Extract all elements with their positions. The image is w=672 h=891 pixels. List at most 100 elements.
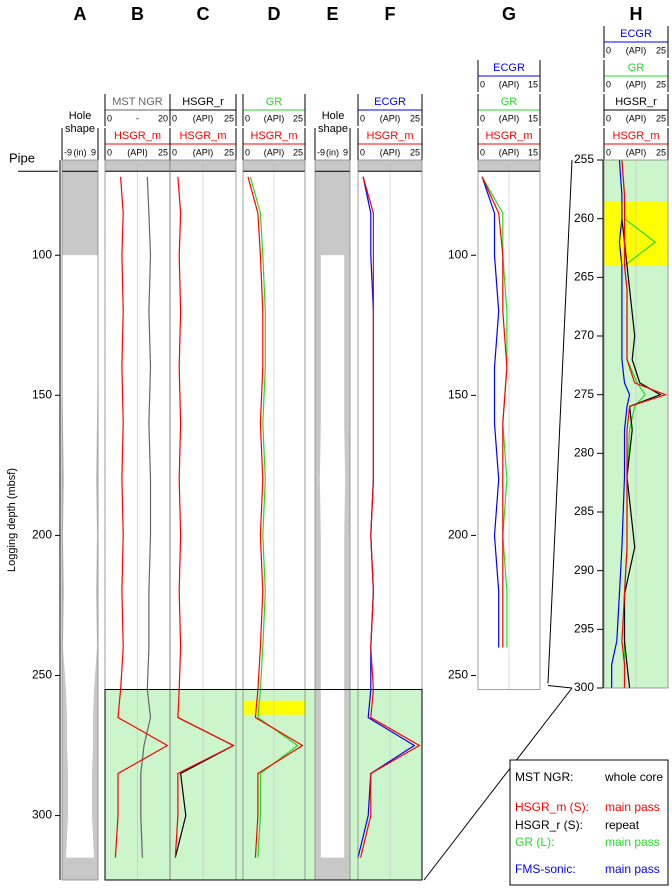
scale-unit: (API) <box>626 113 647 123</box>
zoom-line <box>423 687 573 881</box>
scale-unit: (API) <box>127 147 148 157</box>
scale-unit: (API) <box>499 113 520 123</box>
log-curve <box>249 176 299 858</box>
h-tick-label: 285 <box>574 504 594 518</box>
scale-min: 0 <box>245 113 250 123</box>
curve-name: ECGR <box>620 28 652 40</box>
h-tick-label: 255 <box>574 152 594 166</box>
legend-label: GR (L): <box>515 835 554 849</box>
curve-name: GR <box>266 96 283 108</box>
log-curve <box>481 176 508 648</box>
legend-text: main pass <box>605 800 660 814</box>
scale-max: 25 <box>410 147 420 157</box>
legend-box <box>509 759 669 886</box>
hole-shape <box>319 255 346 858</box>
legend-label: HSGR_m (S): <box>515 800 589 814</box>
h-tick-label: 265 <box>574 270 594 284</box>
scale-min: 0 <box>606 45 611 55</box>
log-curve <box>174 176 235 858</box>
log-curve <box>611 159 631 688</box>
y-tick-label: 200 <box>448 528 468 542</box>
track-letter: G <box>502 4 516 24</box>
scale-unit: (in) <box>326 147 339 157</box>
scale-unit: - <box>136 113 139 123</box>
scale-max: 25 <box>224 113 234 123</box>
legend-text: main pass <box>605 835 660 849</box>
scale-unit: (API) <box>499 79 520 89</box>
y-tick-label: 150 <box>32 388 52 402</box>
curve-name: ECGR <box>493 62 525 74</box>
h-tick-label: 295 <box>574 622 594 636</box>
y-axis-label: Logging depth (mbsf) <box>6 468 18 572</box>
scale-min: 0 <box>360 147 365 157</box>
hole-shape <box>62 255 98 858</box>
y-tick-label: 100 <box>32 247 52 261</box>
scale-max: 25 <box>158 147 168 157</box>
track-frame <box>61 159 99 881</box>
scale-min: 0 <box>172 147 177 157</box>
y-tick-label: 150 <box>448 388 468 402</box>
curve-name: HSGR_m <box>250 130 297 142</box>
y-tick-label: 100 <box>448 247 468 261</box>
legend-text: repeat <box>605 818 640 832</box>
y-tick-label: 200 <box>32 528 52 542</box>
scale-unit: (API) <box>380 113 401 123</box>
scale-unit: (API) <box>626 45 647 55</box>
curve-name: HSGR_m <box>114 130 161 142</box>
zoom-line <box>547 159 573 684</box>
scale-min: 0 <box>606 147 611 157</box>
scale-min: 0 <box>245 147 250 157</box>
scale-min: 0 <box>480 79 485 89</box>
scale-max: 25 <box>410 113 420 123</box>
curve-name: GR <box>501 96 518 108</box>
track-letter: B <box>131 4 144 24</box>
scale-min: 0 <box>107 113 112 123</box>
scale-unit: (in) <box>74 147 87 157</box>
scale-unit: (API) <box>264 113 285 123</box>
h-tick-label: 275 <box>574 387 594 401</box>
curve-name: HSGR_r <box>182 96 224 108</box>
curve-name: ECGR <box>374 96 406 108</box>
scale-max: 15 <box>528 113 538 123</box>
log-curve <box>114 176 169 858</box>
core-frame <box>104 688 423 881</box>
scale-max: 20 <box>158 113 168 123</box>
curve-name: HGSR_r <box>615 96 657 108</box>
scale-min: 0 <box>107 147 112 157</box>
scale-unit: (API) <box>193 113 214 123</box>
scale-max: 9 <box>91 147 96 157</box>
h-tick-label: 290 <box>574 563 594 577</box>
scale-max: 25 <box>656 79 666 89</box>
legend-label: FMS-sonic: <box>515 862 576 876</box>
curve-name: MST NGR <box>112 96 163 108</box>
scale-max: 9 <box>343 147 348 157</box>
pipe-label: Pipe <box>9 151 35 166</box>
scale-min: 0 <box>606 113 611 123</box>
hole-label: Hole shape <box>65 110 95 135</box>
curve-name: HSGR_m <box>366 130 413 142</box>
y-tick-label: 250 <box>448 668 468 682</box>
scale-unit: (API) <box>499 147 520 157</box>
y-tick-label: 250 <box>32 668 52 682</box>
curve-name: HSGR_m <box>179 130 226 142</box>
curve-name: HSGR_m <box>612 130 659 142</box>
track-letter: C <box>197 4 210 24</box>
scale-max: 15 <box>528 147 538 157</box>
scale-min: 0 <box>606 79 611 89</box>
scale-max: 25 <box>293 113 303 123</box>
legend-text: whole core <box>604 770 663 784</box>
scale-max: 25 <box>656 147 666 157</box>
scale-unit: (API) <box>193 147 214 157</box>
y-tick-label: 300 <box>32 808 52 822</box>
track-frame <box>477 159 541 690</box>
scale-min: 0 <box>172 113 177 123</box>
zoom-line <box>547 684 573 689</box>
h-tick-label: 300 <box>574 680 594 694</box>
scale-unit: (API) <box>264 147 285 157</box>
h-tick-label: 270 <box>574 328 594 342</box>
log-curve <box>360 176 421 858</box>
track-letter: H <box>630 4 643 24</box>
curve-name: HSGR_m <box>485 130 532 142</box>
